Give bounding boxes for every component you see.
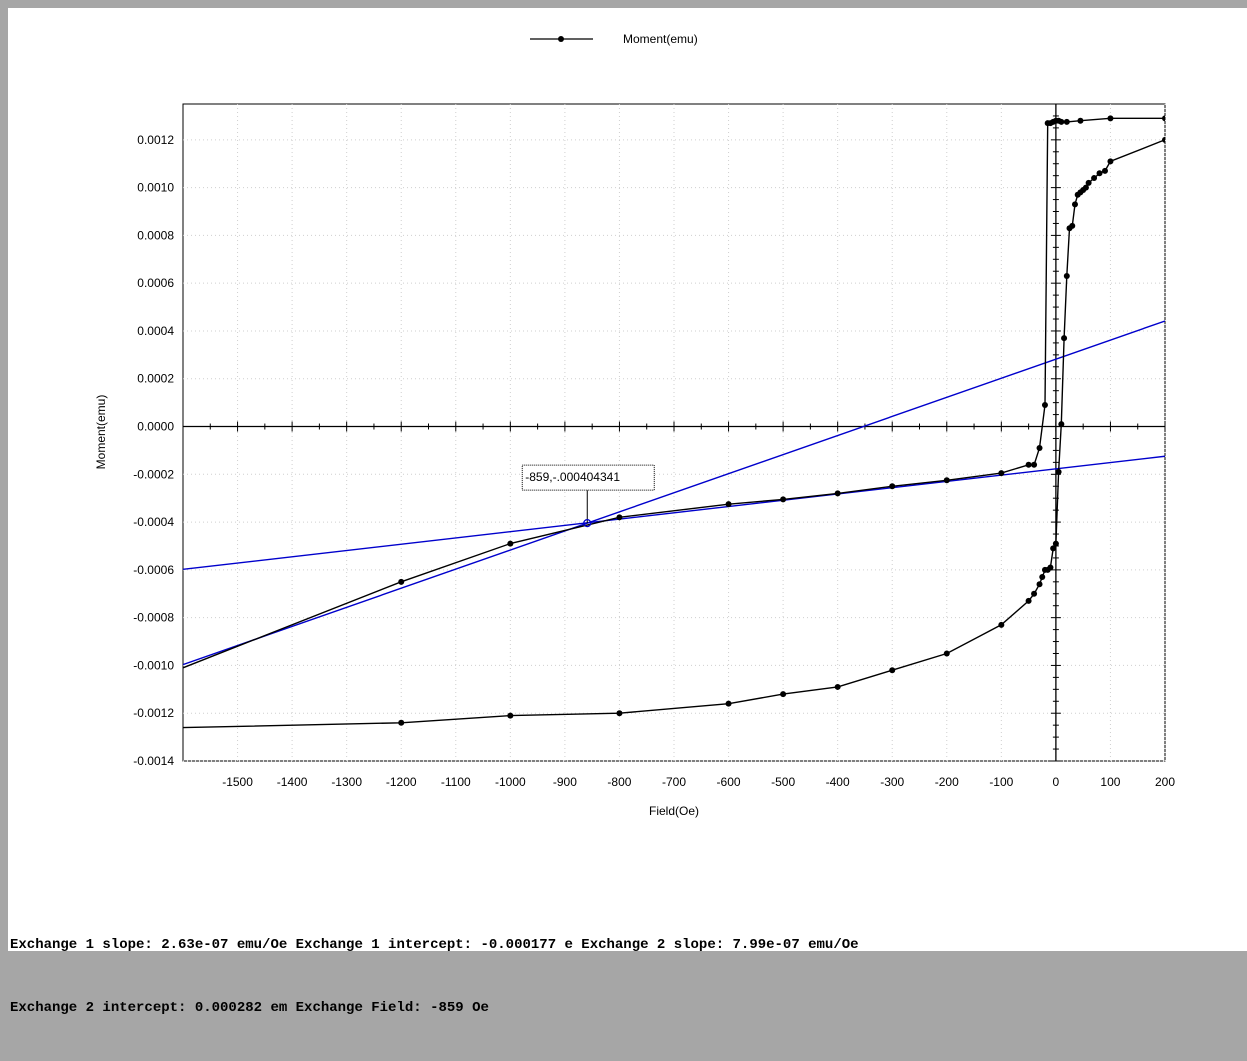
data-point [1101,167,1108,174]
data-point [1036,445,1043,452]
data-point [1044,120,1051,127]
grid [183,104,1166,762]
x-tick-label: -1100 [441,775,471,789]
data-point [616,710,623,717]
legend-point-marker [558,36,564,42]
y-tick-label: -0.0002 [133,467,174,481]
data-point [1055,468,1062,475]
zero-axes [182,104,1166,762]
results-text: Exchange 1 slope: 2.63e-07 emu/Oe Exchan… [10,893,1245,1061]
data-point [1061,335,1068,342]
x-tick-label: -1300 [331,775,362,789]
data-point [1025,597,1032,604]
x-tick-label: -1200 [386,775,417,789]
data-point [998,621,1005,628]
data-point [1162,136,1165,143]
x-tick-label: 100 [1100,775,1120,789]
data-point [1039,574,1046,581]
x-tick-label: -200 [935,775,959,789]
legend-label: Moment(emu) [623,32,698,46]
data-point [398,719,405,726]
data-point [889,483,896,490]
data-point [1036,581,1043,588]
x-tick-label: -1000 [495,775,526,789]
y-tick-label: 0.0008 [137,228,174,242]
data-point [1025,461,1032,468]
series-line [183,139,1165,729]
x-tick-label: -900 [553,775,577,789]
data-point [725,700,732,707]
annotation-box [521,464,655,491]
data-point [1096,170,1103,177]
x-axis-title: Field(Oe) [649,804,699,818]
data-point [1082,184,1089,191]
crosshair-annotation: -859,-.000404341 [521,464,655,528]
chart-legend: Moment(emu) [530,32,698,46]
x-tick-label: 0 [1053,775,1060,789]
data-point [507,540,514,547]
data-point [1091,175,1098,182]
data-point [725,501,732,508]
data-point [834,490,841,497]
data-point [1031,461,1038,468]
data-point [1085,179,1092,186]
data-point [1071,201,1078,208]
y-tick-label: 0.0002 [137,372,174,386]
data-point [943,650,950,657]
results-line-1: Exchange 1 slope: 2.63e-07 emu/Oe Exchan… [10,937,859,953]
y-tick-label: -0.0006 [133,563,174,577]
data-point [1162,115,1165,122]
data-point [1069,222,1076,229]
annotation-label: -859,-.000404341 [525,470,620,484]
data-point [398,578,405,585]
x-tick-label: -1500 [222,775,253,789]
data-point [1063,118,1070,125]
data-point [943,477,950,484]
y-tick-label: -0.0004 [133,515,174,529]
y-tick-label: -0.0008 [133,611,174,625]
y-tick-label: 0.0006 [137,276,174,290]
data-point [616,514,623,521]
data-point [780,496,787,503]
data-point [998,470,1005,477]
x-tick-label: -1400 [277,775,308,789]
data-series [183,115,1165,729]
data-point [507,712,514,719]
x-tick-label: 200 [1155,775,1175,789]
x-tick-label: -300 [880,775,904,789]
y-tick-label: 0.0004 [137,324,174,338]
data-point [1077,117,1084,124]
plot-window: Moment(emu) -1500 -1400 -1300 -1200 -1100 -10… [8,8,1247,1016]
fit-line [183,320,1165,666]
y-tick-label: 0.0010 [137,181,174,195]
tick-labels: -1500 -1400 -1300 -1200 -1100 -1000 -900 -800 -7… [133,133,1175,789]
data-point [1047,564,1054,571]
x-tick-label: -600 [717,775,741,789]
y-tick-label: -0.0010 [133,658,174,672]
y-tick-label: -0.0014 [133,754,174,768]
data-point [1031,590,1038,597]
x-tick-label: -500 [771,775,795,789]
y-tick-label: -0.0012 [133,706,174,720]
data-point [1107,158,1114,165]
data-point [1041,402,1048,409]
data-point [1063,273,1070,280]
x-tick-label: -800 [607,775,631,789]
data-point [780,691,787,698]
y-axis-title: Moment(emu) [94,395,108,470]
data-point [1107,115,1114,122]
x-tick-label: -700 [662,775,686,789]
y-tick-label: 0.0000 [137,420,174,434]
data-point [1050,545,1057,552]
hysteresis-chart: Moment(emu) -1500 -1400 -1300 -1200 -1100 -10… [94,32,1175,818]
data-point [889,667,896,674]
data-point [834,683,841,690]
intersection-marker [583,518,592,528]
results-line-2: Exchange 2 intercept: 0.000282 em Exchan… [10,1000,489,1016]
data-point [1058,421,1065,428]
x-tick-label: -400 [826,775,850,789]
x-tick-label: -100 [989,775,1013,789]
data-point [1052,540,1059,547]
y-tick-label: 0.0012 [137,133,174,147]
